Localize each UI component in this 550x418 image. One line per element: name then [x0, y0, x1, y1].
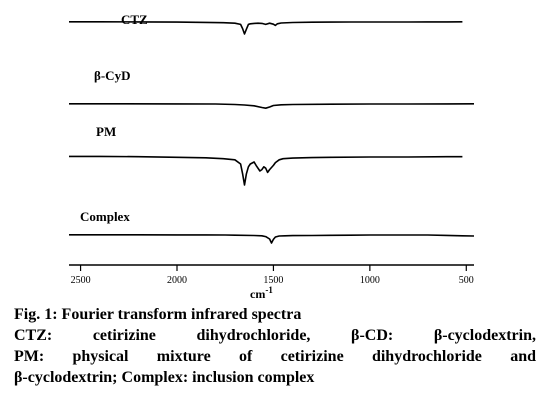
- caption-line-3: PM: physical mixture of cetirizine dihyd…: [14, 348, 536, 365]
- series-label-2: β-CyD: [94, 68, 130, 83]
- series-line-4: [69, 234, 475, 244]
- caption-title: Fig. 1: Fourier transform infrared spect…: [14, 306, 302, 323]
- series-label-3: PM: [96, 124, 116, 139]
- x-tick-label-2000: 2000: [167, 275, 187, 286]
- figure-caption: Fig. 1: Fourier transform infrared spect…: [14, 304, 536, 388]
- x-tick-label-500: 500: [459, 275, 474, 286]
- x-axis: 2500 2000 1500 1000 500 cm-1: [69, 264, 474, 300]
- ftir-chart: CTZ β-CyD PM Complex 2500 2000 1500 1000 500 cm-…: [69, 12, 475, 300]
- x-axis-label: cm-1: [250, 285, 273, 300]
- x-tick-label-1500: 1500: [263, 275, 283, 286]
- x-tick-label-2500: 2500: [71, 275, 91, 286]
- series-line-2: [69, 103, 475, 109]
- series-line-1: [69, 20, 463, 35]
- x-tick-label-1000: 1000: [360, 275, 380, 286]
- series-label-1: CTZ: [121, 12, 148, 27]
- series-line-3: [69, 155, 463, 186]
- plot-area: CTZ β-CyD PM Complex: [69, 12, 475, 244]
- caption-line-4: β-cyclodextrin; Complex: inclusion compl…: [14, 369, 315, 386]
- series-label-4: Complex: [80, 209, 130, 224]
- caption-line-2: CTZ: cetirizine dihydrochloride, β-CD: β…: [14, 327, 536, 344]
